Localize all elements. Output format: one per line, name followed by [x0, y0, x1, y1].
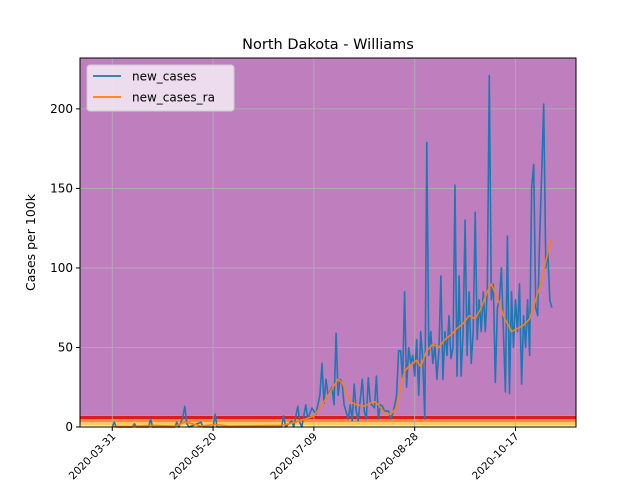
background-band [80, 425, 576, 427]
y-tick-label: 50 [58, 340, 73, 354]
chart-title: North Dakota - Williams [242, 37, 414, 53]
legend-box [86, 64, 235, 112]
legend-label: new_cases [132, 70, 197, 84]
y-tick-label: 100 [50, 261, 73, 275]
y-axis: 0 50 100 150 200 [50, 102, 80, 434]
y-axis-label: Cases per 100k [23, 193, 38, 291]
background-band [80, 419, 576, 423]
series-line-new-cases-ra [112, 239, 553, 428]
background-band [80, 58, 576, 416]
x-tick-label: 2020-03-31 [67, 431, 119, 480]
plot-frame [79, 57, 577, 428]
background-band [80, 422, 576, 426]
legend: new_cases new_cases_ra [86, 64, 235, 112]
plot-background [80, 58, 576, 427]
y-tick-label: 200 [50, 102, 73, 116]
x-axis: 2020-03-31 2020-05-20 2020-07-09 2020-08-28… [67, 427, 522, 480]
x-tick-label: 2020-08-28 [369, 431, 421, 480]
y-tick-label: 0 [65, 420, 73, 434]
background-band [80, 415, 576, 420]
y-tick-label: 150 [50, 181, 73, 195]
x-tick-label: 2020-10-17 [470, 431, 522, 480]
x-tick-label: 2020-05-20 [168, 431, 220, 480]
series-lines [111, 74, 553, 428]
x-tick-label: 2020-07-09 [268, 431, 320, 480]
legend-label: new_cases_ra [132, 91, 215, 105]
